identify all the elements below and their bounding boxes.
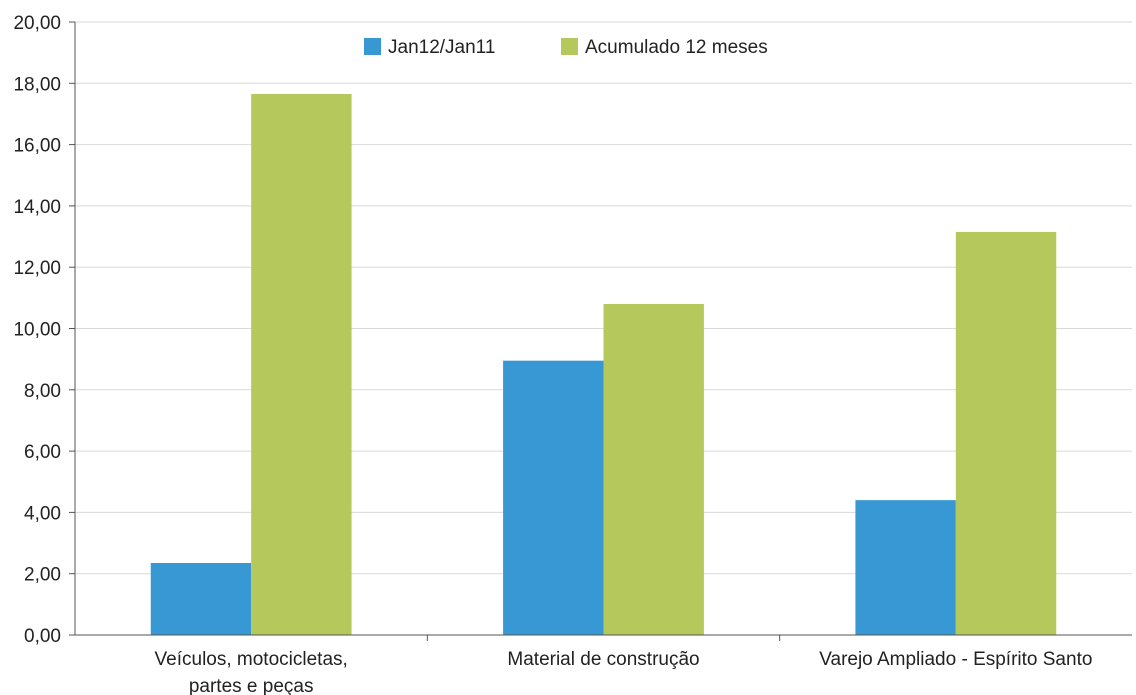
x-category-label: Material de construção [507,649,699,670]
y-axis-ticks: 0,00 2,00 4,00 6,00 8,00 10,00 12,00 14,00 16,00… [13,13,61,647]
bar-jan12-jan11 [150,562,252,635]
x-category-label: Varejo Ampliado - Espírito Santo [819,649,1092,670]
x-category-label: partes e peças [189,676,314,695]
legend-item-jan12-jan11: Jan12/Jan11 [364,37,495,58]
x-axis-categories: Veículos, motocicletas, partes e peças Mat… [155,649,1093,695]
y-tick-label: 10,00 [13,320,61,341]
y-tick-label: 4,00 [24,503,61,524]
bar-jan12-jan11 [855,500,956,635]
y-tick-label: 16,00 [13,136,61,157]
bars [150,94,1057,636]
legend-swatch [364,38,381,55]
bar-jan12-jan11 [503,360,604,635]
y-tick-label: 6,00 [24,442,61,463]
bar-acumulado-12-meses [251,94,352,636]
y-tick-label: 14,00 [13,197,61,218]
y-tick-label: 12,00 [13,258,61,279]
y-tick-label: 0,00 [24,626,61,647]
legend-swatch [561,38,578,55]
legend-item-acumulado-12-meses: Acumulado 12 meses [561,37,768,58]
axes [69,21,1132,641]
legend: Jan12/Jan11 Acumulado 12 meses [364,37,768,58]
bar-acumulado-12-meses [955,231,1057,635]
y-tick-label: 20,00 [13,13,61,34]
legend-label: Jan12/Jan11 [388,37,495,58]
y-tick-label: 8,00 [24,381,61,402]
x-category-label: Veículos, motocicletas, [155,649,348,670]
bar-acumulado-12-meses [603,303,704,635]
legend-label: Acumulado 12 meses [585,37,768,58]
y-tick-label: 18,00 [13,74,61,95]
y-tick-label: 2,00 [24,565,61,586]
